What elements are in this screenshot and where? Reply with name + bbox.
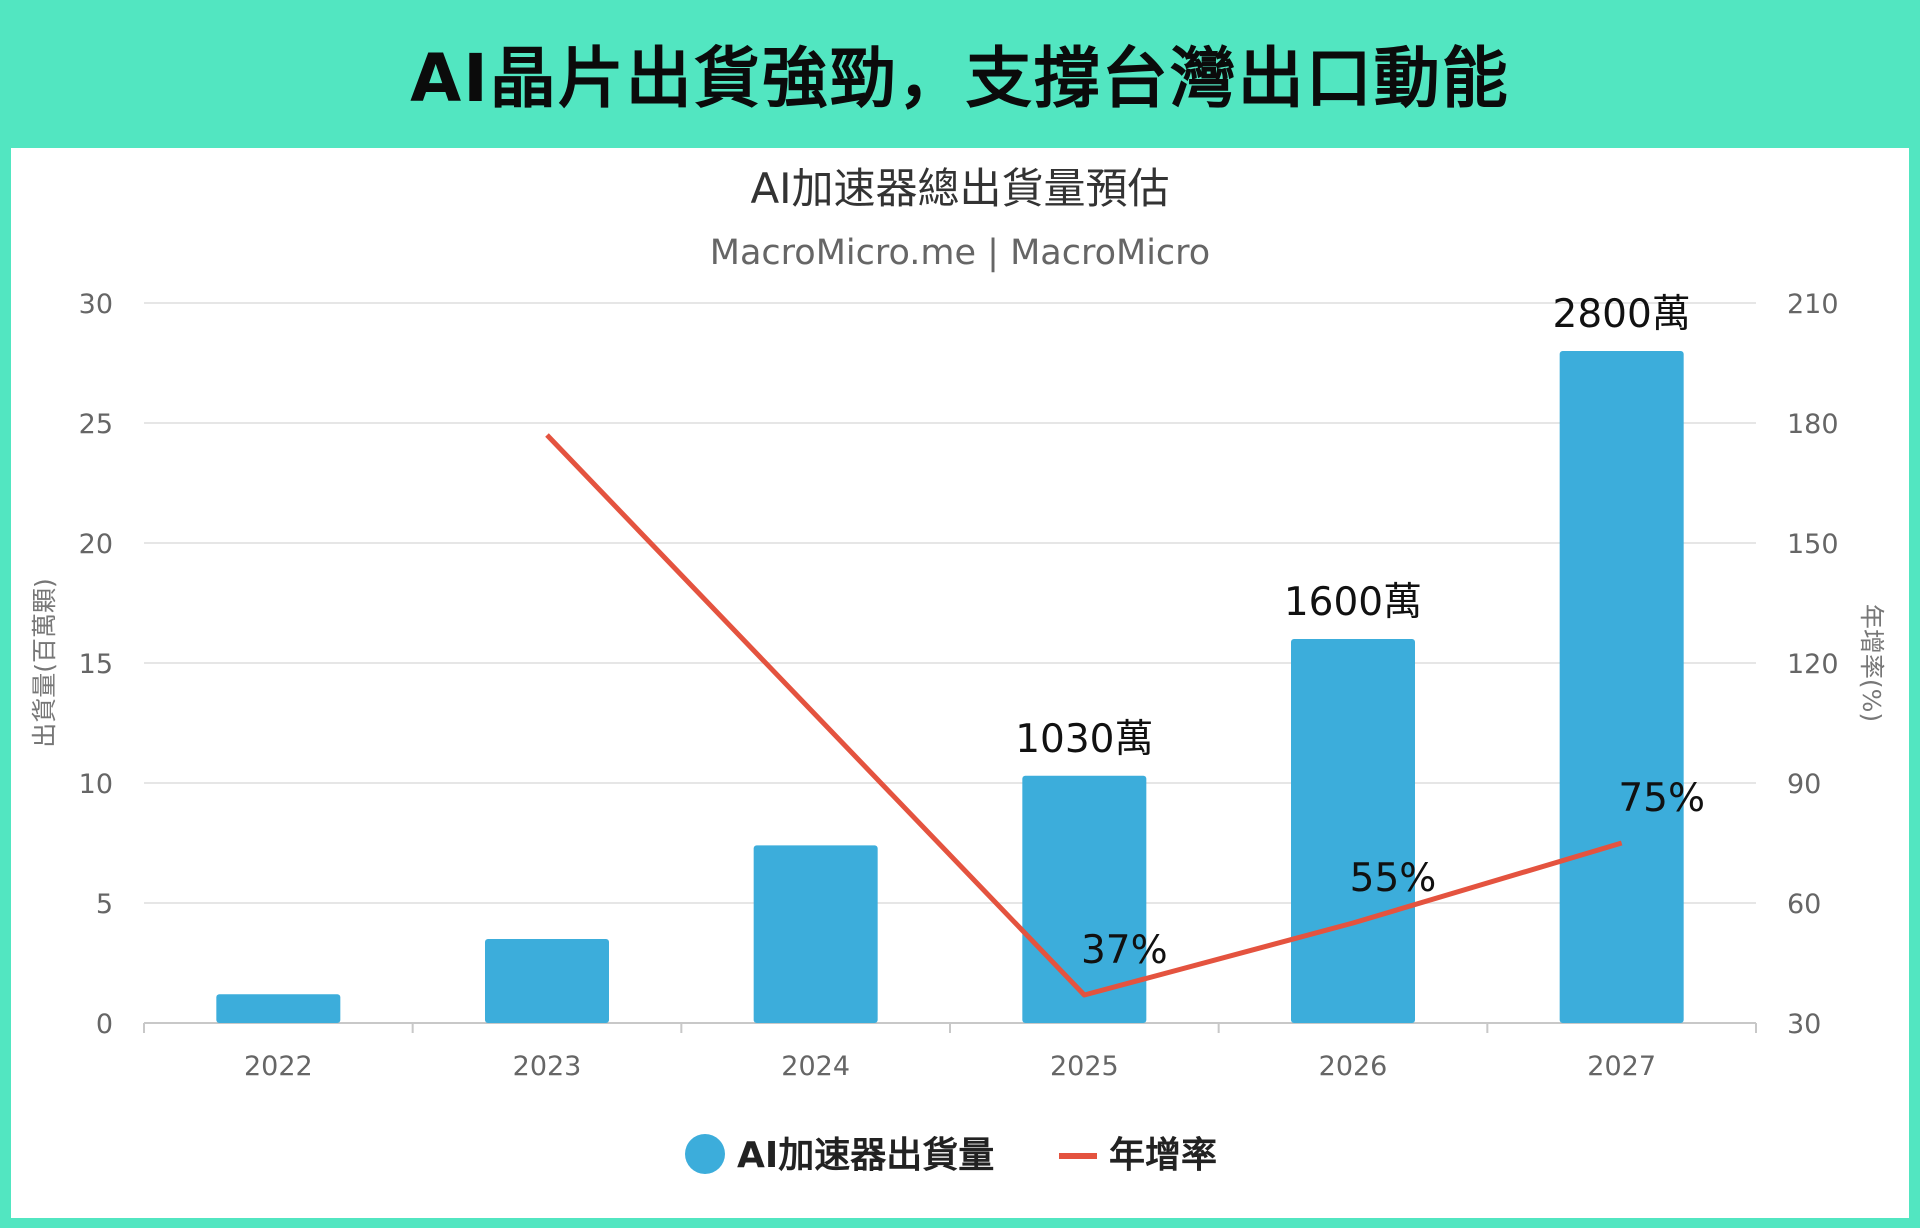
bar-data-label: 1600萬	[1284, 580, 1422, 625]
legend-bar-symbol	[685, 1134, 725, 1174]
growth-rate-line	[545, 433, 1623, 998]
bar-2027	[1559, 351, 1684, 1023]
bar-2023	[485, 939, 609, 1023]
bar-data-label: 2800萬	[1553, 292, 1691, 337]
x-tick-label: 2024	[781, 1051, 850, 1082]
x-tick-label: 2023	[513, 1051, 582, 1082]
y-tick-label: 0	[96, 1009, 113, 1040]
line-data-label: 75%	[1618, 776, 1705, 821]
y-tick-label: 5	[96, 889, 113, 920]
bar-2022	[216, 994, 341, 1023]
y2-axis-title: 年增率(%)	[1857, 604, 1886, 722]
x-tick-label: 2025	[1050, 1051, 1119, 1082]
chart-title: AI加速器總出貨量預估	[750, 164, 1169, 213]
legend-line-label: 年增率	[1109, 1135, 1217, 1176]
banner-title: AI晶片出貨強勁，支撐台灣出口動能	[410, 39, 1510, 117]
y2-tick-label: 60	[1787, 889, 1821, 920]
chart-subtitle: MacroMicro.me | MacroMicro	[710, 233, 1210, 273]
y-tick-label: 25	[79, 409, 113, 440]
y2-tick-label: 150	[1787, 529, 1839, 560]
y2-tick-label: 30	[1787, 1009, 1821, 1040]
y-tick-label: 15	[79, 649, 113, 680]
chart-svg: AI加速器總出貨量預估 MacroMicro.me | MacroMicro 0 5 1…	[30, 164, 1886, 1176]
y2-tick-label: 210	[1787, 289, 1839, 320]
bar-2026	[1291, 639, 1415, 1023]
line-data-label: 55%	[1350, 856, 1437, 901]
x-tick-label: 2027	[1587, 1051, 1656, 1082]
y2-tick-label: 180	[1787, 409, 1839, 440]
line-data-label: 37%	[1081, 928, 1168, 973]
y-tick-label: 30	[79, 289, 113, 320]
bar-data-label: 1030萬	[1015, 717, 1153, 762]
y-tick-label: 20	[79, 529, 113, 560]
y-axis-title: 出貨量(百萬顆)	[30, 578, 59, 748]
y2-tick-label: 90	[1787, 769, 1821, 800]
banner: AI晶片出貨強勁，支撐台灣出口動能	[0, 0, 1920, 145]
y2-tick-label: 120	[1787, 649, 1839, 680]
x-tick-label: 2022	[244, 1051, 313, 1082]
bar-2024	[753, 845, 878, 1023]
x-tick-label: 2026	[1319, 1051, 1388, 1082]
legend-bar-label: AI加速器出貨量	[737, 1135, 994, 1176]
y-tick-label: 10	[79, 769, 113, 800]
chart-panel: AI加速器總出貨量預估 MacroMicro.me | MacroMicro 0 5 1…	[11, 148, 1909, 1218]
